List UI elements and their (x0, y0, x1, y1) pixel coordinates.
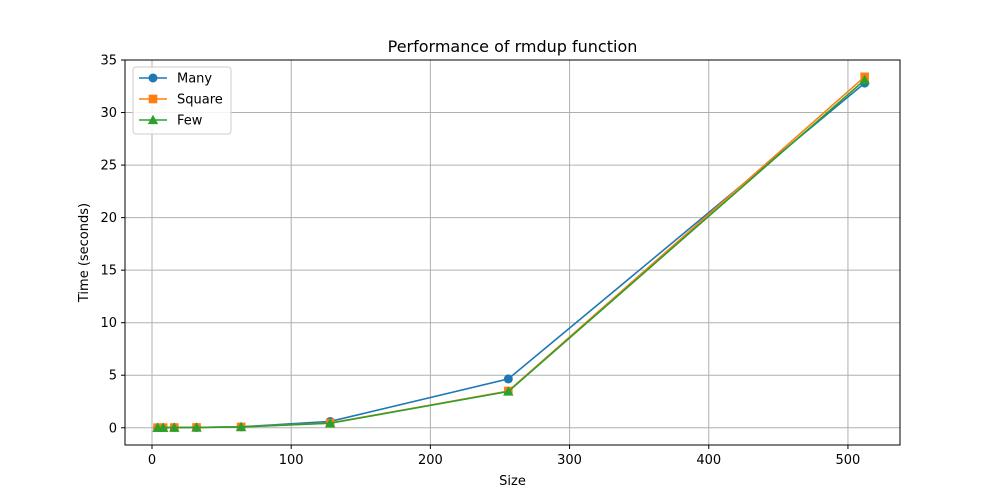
legend-label-many: Many (177, 72, 212, 87)
y-tick-label: 20 (100, 211, 117, 226)
plot-frame (124, 59, 901, 446)
legend-box (132, 66, 232, 135)
x-tick-label: 500 (836, 453, 861, 468)
data-point-few (235, 421, 247, 432)
data-point-few (859, 74, 870, 85)
legend-marker-many (148, 73, 158, 83)
series-few (152, 74, 870, 432)
x-tick-label: 0 (148, 453, 156, 468)
data-point-few (169, 422, 180, 432)
x-tick-label: 200 (418, 453, 443, 468)
y-tick-label: 30 (100, 106, 117, 121)
y-tick-label: 15 (100, 264, 117, 279)
series-lines (152, 72, 870, 433)
y-axis-ticks: 0 5 10 15 20 25 30 35 (100, 54, 125, 436)
y-tick-label: 5 (109, 369, 117, 384)
x-tick-label: 300 (557, 453, 582, 468)
y-tick-label: 25 (100, 159, 117, 174)
y-axis-label: Time (seconds) (77, 203, 92, 303)
data-point-few (324, 418, 336, 428)
x-axis-ticks: 0 100 200 300 400 500 (148, 445, 860, 468)
legend-marker-few (147, 114, 159, 125)
x-tick-label: 400 (696, 453, 721, 468)
legend-label-few: Few (177, 114, 203, 129)
data-point-few (191, 422, 202, 432)
legend-label-square: Square (177, 93, 223, 108)
data-point-few (503, 386, 514, 396)
x-axis-label: Size (499, 474, 526, 489)
x-tick-label: 100 (279, 453, 304, 468)
chart-title: Performance of rmdup function (388, 37, 638, 56)
y-tick-label: 35 (100, 54, 117, 69)
data-point-few (157, 422, 169, 432)
data-point-many (503, 374, 513, 384)
legend: Many Square Few (132, 66, 232, 135)
legend-marker-square (148, 94, 158, 104)
y-tick-label: 10 (100, 316, 117, 331)
y-tick-label: 0 (109, 421, 117, 436)
